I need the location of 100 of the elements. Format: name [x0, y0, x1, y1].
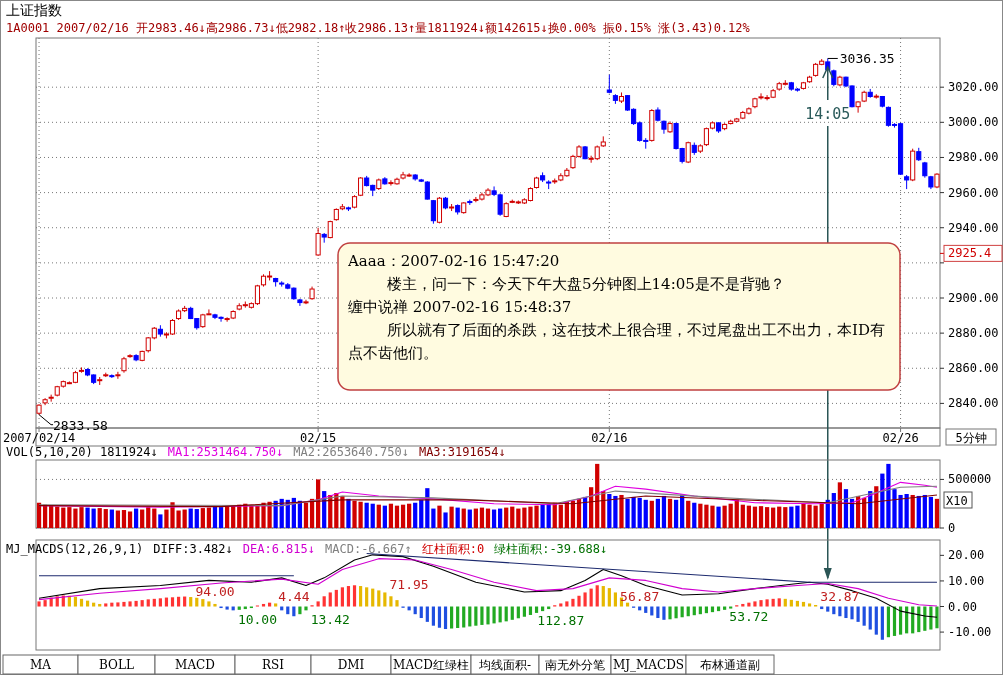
- x-tick-label: 2007/02/14: [2, 431, 76, 445]
- bar: [813, 505, 818, 528]
- annotation: 绿柱面积:-39.688↓: [494, 542, 608, 556]
- annotation: 32.87: [820, 588, 860, 604]
- bar: [55, 506, 60, 528]
- bar: [224, 506, 230, 528]
- annotation: 所以就有了后面的杀跌，这在技术上很合理，不过尾盘出工不出力，本ID有点不齿他们。: [348, 320, 886, 364]
- bar: [862, 606, 866, 626]
- annotation: 缠中说禅 2007-02-16 15:48:37: [348, 297, 573, 318]
- bar: [431, 508, 436, 528]
- bar: [789, 599, 793, 607]
- bar: [376, 504, 381, 528]
- annotation: 3036.35: [839, 51, 895, 67]
- bar: [577, 595, 581, 607]
- text: 均线面积-: [477, 658, 532, 672]
- bar: [127, 511, 133, 528]
- candlestick: [115, 371, 121, 380]
- bar: [637, 497, 642, 528]
- bar: [935, 606, 939, 629]
- bar: [758, 506, 764, 528]
- bar: [461, 508, 466, 528]
- bar: [510, 606, 514, 620]
- y-tick-label: 2880.00: [948, 326, 999, 341]
- bar: [534, 606, 539, 613]
- bar: [462, 606, 466, 628]
- bar: [67, 507, 72, 528]
- bar: [479, 507, 485, 528]
- annotation: 94.00: [195, 583, 235, 599]
- y-tick-label: 3000.00: [948, 115, 999, 130]
- bar: [450, 606, 454, 629]
- bar: [583, 592, 587, 607]
- bar: [801, 601, 806, 607]
- text: MA2:2653640.750↓: [293, 445, 409, 459]
- bar: [558, 504, 563, 528]
- bar: [274, 603, 278, 607]
- text: DEA:6.815↓: [242, 542, 316, 556]
- bar: [692, 502, 697, 528]
- bar: [122, 601, 126, 607]
- bar: [456, 606, 460, 628]
- bar: [158, 598, 162, 607]
- bar: [388, 503, 394, 528]
- bar: [643, 499, 648, 528]
- bar: [115, 510, 121, 528]
- bar: [267, 602, 272, 607]
- text: RSI: [262, 658, 285, 672]
- bar: [371, 588, 375, 607]
- chart-subtitle: 1A0001 2007/02/16 开2983.46↓高2986.73↓低2982.18↑收2986.13↑量1811924↓额142615↓换0.00% 振0.15% 涨(3.43)0.12%: [6, 21, 751, 35]
- annotation: Aaaa：2007-02-16 15:47:20: [348, 251, 561, 272]
- bar: [607, 494, 612, 528]
- bar: [752, 506, 758, 528]
- bar: [146, 599, 150, 607]
- bar: [934, 498, 940, 528]
- bar: [904, 494, 909, 528]
- annotation: 2833.58: [53, 417, 108, 433]
- bar: [698, 503, 703, 528]
- bar: [485, 508, 491, 528]
- bar: [206, 507, 212, 528]
- bar: [43, 600, 47, 607]
- text: DIFF:3.482↓: [153, 542, 233, 556]
- bar: [662, 606, 666, 620]
- y-tick-label: 20.00: [948, 548, 985, 563]
- bar: [346, 498, 351, 528]
- bar: [747, 602, 751, 607]
- text: 布林通道副: [700, 658, 760, 672]
- bar: [364, 502, 369, 528]
- bar: [504, 507, 509, 528]
- bar: [158, 514, 163, 528]
- bar: [455, 507, 460, 528]
- bar: [298, 606, 302, 615]
- bar: [419, 499, 424, 528]
- bar: [164, 597, 169, 607]
- bar: [322, 596, 326, 607]
- candlestick: [315, 227, 321, 257]
- bar: [474, 606, 478, 626]
- y-tick-label: 0.00: [948, 599, 977, 614]
- bar: [619, 494, 624, 528]
- bar: [104, 603, 108, 607]
- bar: [140, 600, 144, 607]
- bar: [188, 508, 193, 528]
- bar: [92, 602, 96, 607]
- bar: [607, 588, 611, 607]
- bar: [571, 598, 575, 607]
- bar: [443, 512, 448, 528]
- y-tick-label: 2900.00: [948, 291, 999, 305]
- chart-title: VOL(5,10,20) 1811924↓: [6, 445, 158, 459]
- bar: [673, 499, 679, 528]
- bar: [225, 606, 229, 610]
- text: MA: [30, 658, 52, 672]
- bar: [437, 606, 442, 628]
- bar: [443, 606, 448, 630]
- bar: [929, 606, 933, 630]
- annotation: 71.95: [389, 576, 429, 592]
- bar: [370, 503, 375, 528]
- bar: [218, 507, 224, 528]
- bar: [377, 590, 381, 607]
- y-tick-label: 500000: [948, 472, 992, 487]
- bar: [340, 495, 345, 528]
- annotation: 56.87: [620, 589, 660, 605]
- bar: [152, 598, 156, 607]
- bar: [140, 509, 145, 528]
